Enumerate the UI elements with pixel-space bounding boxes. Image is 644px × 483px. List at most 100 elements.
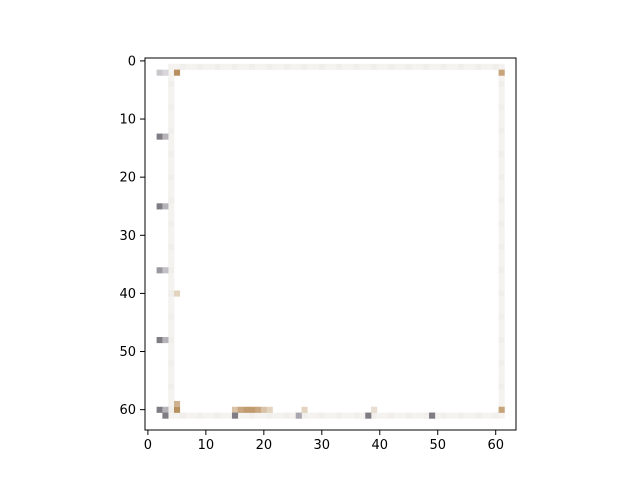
heatmap-cell — [168, 389, 175, 396]
heatmap-cell — [173, 69, 181, 76]
heatmap-cell — [168, 121, 175, 129]
heatmap-cell — [220, 63, 227, 70]
heatmap-cell — [202, 412, 210, 419]
heatmap-cell — [168, 151, 175, 158]
heatmap-cell — [498, 127, 505, 134]
heatmap-cell — [231, 406, 239, 413]
heatmap-cell — [168, 127, 175, 134]
heatmap-cell — [498, 156, 505, 163]
heatmap-cell — [498, 110, 505, 117]
heatmap-cell — [365, 63, 372, 70]
heatmap-cell — [208, 412, 215, 419]
heatmap-cell — [359, 412, 366, 419]
heatmap-cell — [168, 249, 175, 256]
heatmap-cell — [487, 63, 494, 70]
heatmap-cell — [359, 63, 366, 70]
heatmap-cell — [168, 302, 175, 309]
heatmap-cell — [173, 63, 181, 70]
heatmap-cell — [498, 302, 505, 309]
heatmap-cell — [168, 87, 175, 94]
heatmap-cell — [376, 412, 383, 419]
heatmap-cell — [162, 406, 169, 413]
heatmap-cell — [498, 331, 505, 338]
heatmap-cell — [214, 63, 221, 70]
heatmap-cell — [429, 412, 436, 419]
heatmap-cell — [417, 63, 424, 70]
heatmap-cell — [197, 412, 204, 419]
heatmap-cell — [336, 412, 343, 419]
heatmap-cell — [168, 371, 175, 378]
heatmap-cell — [301, 63, 308, 70]
heatmap-cell — [498, 104, 505, 111]
heatmap-cell — [168, 296, 175, 303]
y-tick-label: 0 — [128, 54, 136, 69]
heatmap-cell — [168, 232, 175, 239]
heatmap-cell — [347, 412, 354, 419]
heatmap-cell — [260, 63, 268, 70]
heatmap-cell — [168, 377, 175, 384]
heatmap-cell — [156, 203, 163, 210]
heatmap-cell — [492, 412, 499, 419]
heatmap-cell — [272, 412, 279, 419]
heatmap-cell — [498, 226, 505, 233]
heatmap-cell — [429, 63, 436, 70]
heatmap-cell — [498, 249, 505, 256]
heatmap-cell — [179, 63, 186, 70]
heatmap-cell — [168, 185, 175, 192]
heatmap-cell — [417, 412, 424, 419]
heatmap-cell — [492, 63, 499, 70]
heatmap-cell — [423, 412, 430, 419]
heatmap-cell — [168, 366, 175, 373]
heatmap-cell — [260, 406, 268, 413]
heatmap-cell — [168, 203, 175, 210]
heatmap-cell — [168, 406, 175, 413]
heatmap-cell — [498, 232, 505, 239]
heatmap-cell — [446, 412, 453, 419]
heatmap-cell — [173, 290, 181, 297]
heatmap-cell — [440, 63, 447, 70]
heatmap-cell — [284, 63, 291, 70]
heatmap-cell — [168, 220, 175, 227]
heatmap-cell — [498, 360, 505, 367]
heatmap-cell — [284, 412, 291, 419]
heatmap-cell — [168, 92, 175, 99]
heatmap-cell — [498, 366, 505, 373]
heatmap-cell — [330, 63, 337, 70]
heatmap-cell — [168, 168, 175, 175]
heatmap-cell — [324, 63, 331, 70]
x-tick-label: 40 — [372, 438, 389, 453]
heatmap-cell — [237, 63, 244, 70]
heatmap-cell — [498, 307, 505, 315]
heatmap-cell — [498, 69, 505, 76]
heatmap-cell — [330, 412, 337, 419]
heatmap-cell — [168, 244, 175, 251]
heatmap-cell — [382, 412, 389, 419]
heatmap-cell — [475, 63, 482, 70]
image-background — [145, 58, 516, 430]
heatmap-cell — [498, 191, 505, 198]
heatmap-cell — [371, 406, 378, 413]
heatmap-cell — [168, 197, 175, 204]
heatmap-cell — [168, 395, 175, 402]
heatmap-cell — [237, 412, 244, 419]
heatmap-cell — [168, 145, 175, 152]
heatmap-cell — [197, 63, 204, 70]
heatmap-cell — [446, 63, 453, 70]
heatmap-cell — [498, 87, 505, 94]
heatmap-cell — [249, 63, 256, 70]
y-tick-label: 20 — [119, 171, 136, 186]
heatmap-cell — [168, 81, 175, 88]
heatmap-cell — [185, 412, 192, 419]
heatmap-cell — [168, 174, 175, 181]
heatmap-cell — [168, 63, 175, 70]
heatmap-cell — [168, 238, 175, 245]
heatmap-cell — [168, 319, 175, 326]
heatmap-cell — [168, 400, 175, 408]
heatmap-cell — [388, 63, 395, 70]
heatmap-cell — [347, 63, 354, 70]
heatmap-cell — [162, 69, 169, 76]
heatmap-cell — [498, 296, 505, 303]
heatmap-cell — [498, 180, 505, 187]
heatmap-cell — [498, 400, 505, 408]
